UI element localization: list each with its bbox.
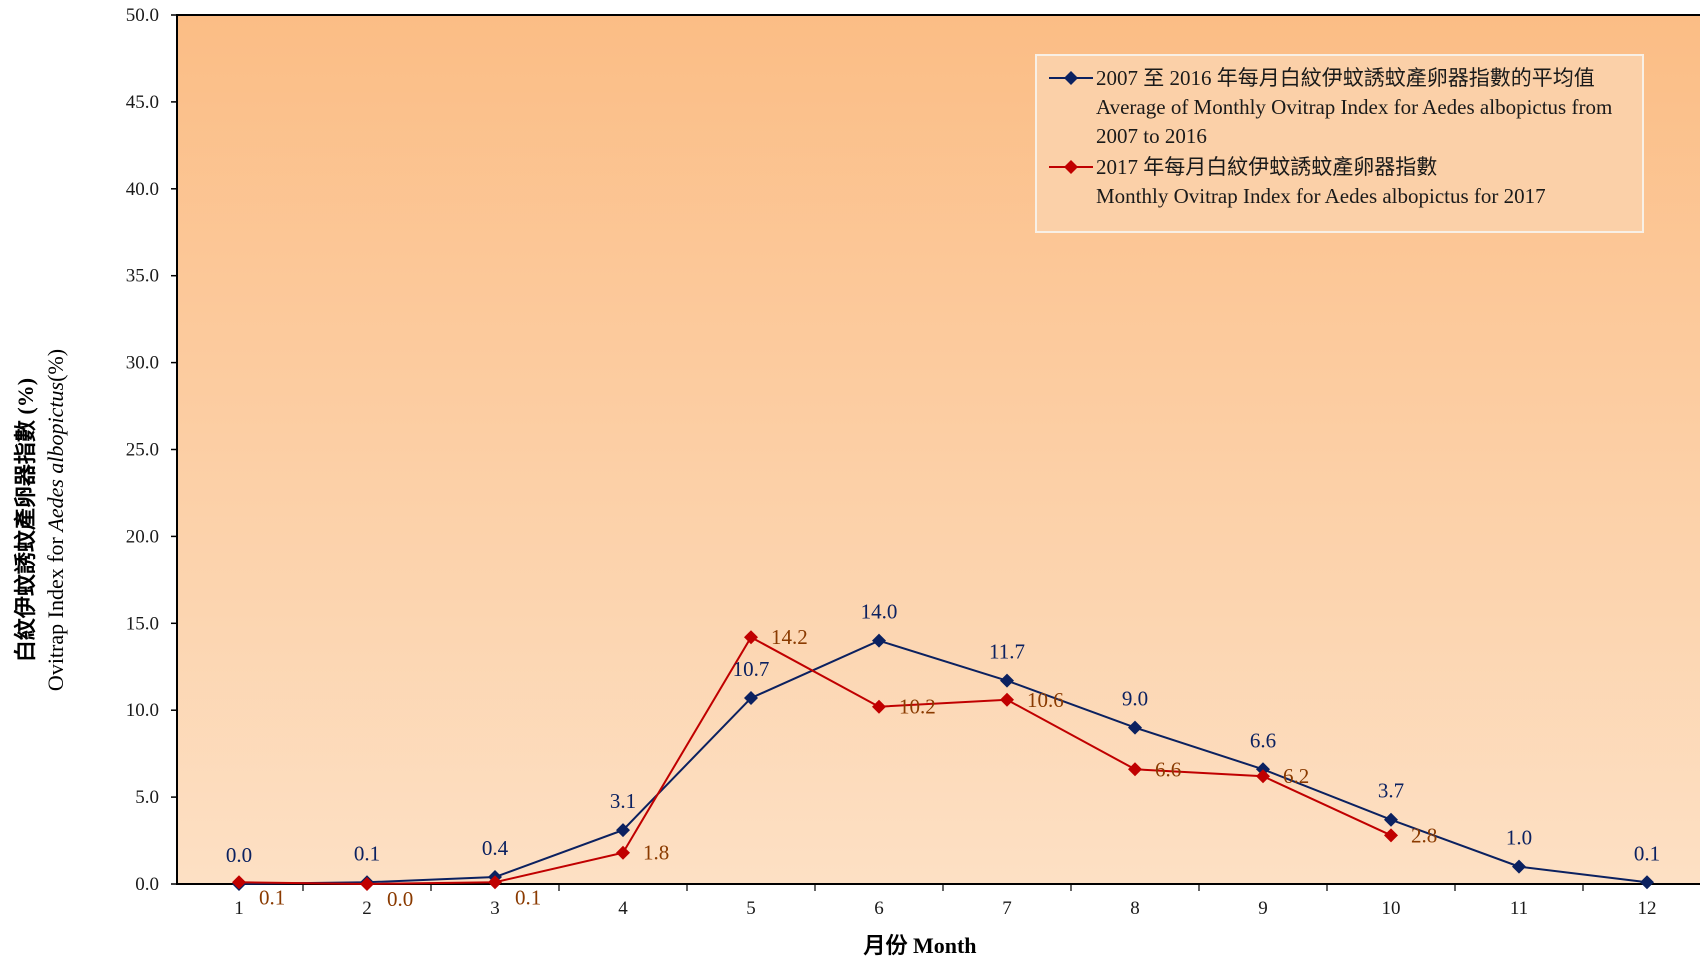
data-point-2017 — [616, 845, 630, 860]
y-tick-label: 15.0 — [126, 613, 159, 634]
data-label-2017: 14.2 — [771, 625, 808, 649]
legend-avg-line2: Average of Monthly Ovitrap Index for Aed… — [1096, 95, 1612, 119]
y-tick-label: 30.0 — [126, 353, 159, 374]
legend-marker-avg — [1064, 71, 1078, 85]
x-axis-title: 月份 Month — [862, 933, 976, 958]
legend-avg-line3: 2007 to 2016 — [1096, 124, 1207, 148]
data-point-2017 — [1256, 769, 1270, 784]
data-label-average: 0.1 — [354, 841, 380, 865]
data-point-2017 — [1128, 762, 1142, 777]
data-label-average: 11.7 — [989, 640, 1025, 664]
data-point-2017 — [872, 699, 886, 714]
data-label-average: 10.7 — [733, 657, 770, 681]
data-label-average: 0.0 — [226, 843, 252, 867]
data-label-2017: 10.6 — [1027, 688, 1064, 712]
legend-box — [1035, 54, 1644, 233]
data-point-2017 — [360, 877, 374, 891]
x-tick-label: 6 — [874, 898, 884, 919]
data-label-2017: 0.1 — [259, 885, 285, 909]
x-tick-label: 12 — [1638, 898, 1657, 919]
data-point-average — [1640, 875, 1654, 890]
y-axis-title-suffix: (%) — [43, 349, 68, 382]
data-point-average — [616, 823, 630, 838]
data-label-average: 0.4 — [482, 836, 509, 860]
x-tick-label: 9 — [1258, 898, 1268, 919]
x-tick-label: 10 — [1382, 898, 1401, 919]
data-label-2017: 0.0 — [387, 887, 413, 911]
data-point-average — [1384, 812, 1398, 827]
data-label-average: 9.0 — [1122, 687, 1148, 711]
data-point-average — [1128, 720, 1142, 735]
x-tick-label: 11 — [1510, 898, 1528, 919]
x-tick-label: 2 — [362, 898, 372, 919]
legend-2017-line1: 2017 年每月白紋伊蚊誘蚊產卵器指數 — [1096, 155, 1437, 179]
data-label-average: 3.7 — [1378, 779, 1404, 803]
y-tick-label: 45.0 — [126, 92, 159, 113]
data-label-average: 1.0 — [1506, 826, 1532, 850]
y-tick-label: 10.0 — [126, 700, 159, 721]
data-label-2017: 1.8 — [643, 841, 669, 865]
data-label-average: 14.0 — [861, 600, 898, 624]
y-tick-label: 0.0 — [135, 874, 159, 895]
data-label-average: 3.1 — [610, 789, 636, 813]
y-tick-label: 25.0 — [126, 440, 159, 461]
data-labels: 0.0 0.1 0.4 3.1 10.7 14.0 11.7 9.0 6.6 3.7 1.0 0.1 0… — [226, 600, 1660, 911]
y-tick-label: 35.0 — [126, 266, 159, 287]
y-tick-label: 5.0 — [135, 787, 159, 808]
series-line-average — [238, 639, 1648, 885]
data-point-2017 — [488, 875, 502, 890]
data-point-2017 — [1384, 828, 1398, 843]
data-label-average: 0.1 — [1634, 841, 1660, 865]
data-point-average — [872, 633, 886, 648]
x-tick-label: 3 — [490, 898, 500, 919]
data-point-average — [1512, 859, 1526, 874]
x-tick-label: 4 — [618, 898, 628, 919]
data-label-2017: 6.2 — [1283, 764, 1309, 788]
x-tick-label: 8 — [1130, 898, 1140, 919]
x-tick-label: 7 — [1002, 898, 1012, 919]
legend-2017-line2: Monthly Ovitrap Index for Aedes albopict… — [1096, 184, 1546, 208]
y-axis-title-prefix: Ovitrap Index for — [43, 532, 68, 691]
y-axis: 0.0 5.0 10.0 15.0 20.0 25.0 30.0 35.0 40.0 45.0 50… — [126, 5, 177, 895]
x-axis: 1 2 3 4 5 6 7 8 9 10 11 12 — [234, 884, 1657, 919]
y-axis-title-species: Aedes albopictus — [43, 382, 68, 534]
series-line-2017 — [238, 635, 1392, 886]
y-axis-title-chinese: 白紋伊蚊誘蚊產卵器指數 (%) — [13, 378, 38, 662]
series-layer — [232, 630, 1654, 891]
y-axis-title-english: Ovitrap Index for Aedes albopictus(%) — [43, 349, 68, 691]
data-label-2017: 2.8 — [1411, 823, 1437, 847]
x-tick-label: 5 — [746, 898, 756, 919]
data-label-2017: 0.1 — [515, 885, 541, 909]
data-point-2017 — [744, 630, 758, 645]
y-tick-label: 40.0 — [126, 179, 159, 200]
data-point-2017 — [1000, 692, 1014, 707]
data-point-average — [744, 691, 758, 706]
x-tick-label: 1 — [234, 898, 244, 919]
data-point-average — [1000, 673, 1014, 688]
data-label-2017: 10.2 — [899, 695, 936, 719]
data-label-average: 6.6 — [1250, 728, 1276, 752]
legend-marker-2017 — [1064, 160, 1078, 174]
y-tick-label: 20.0 — [126, 526, 159, 547]
y-tick-label: 50.0 — [126, 5, 159, 26]
legend-avg-line1: 2007 至 2016 年每月白紋伊蚊誘蚊產卵器指數的平均值 — [1096, 66, 1595, 90]
data-label-2017: 6.6 — [1155, 757, 1181, 781]
legend: 2007 至 2016 年每月白紋伊蚊誘蚊產卵器指數的平均值 Average o… — [1035, 54, 1644, 233]
data-point-2017 — [232, 875, 246, 890]
